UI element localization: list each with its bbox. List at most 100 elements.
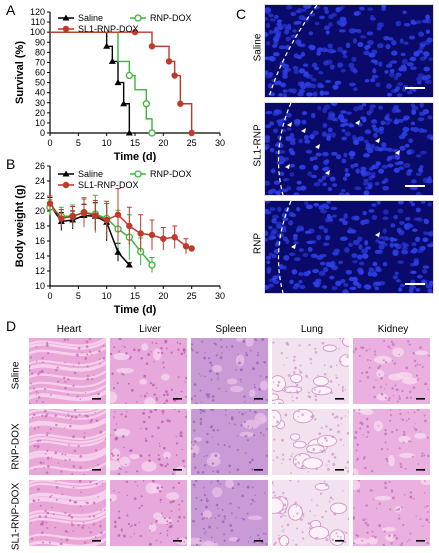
nucleus — [305, 82, 313, 89]
cell-nucleus — [251, 486, 254, 489]
alveolus — [306, 444, 325, 454]
cell-nucleus — [67, 412, 69, 415]
nucleus — [381, 180, 386, 184]
tissue-col-lung: Lung — [300, 324, 324, 335]
nucleus — [273, 109, 280, 114]
y-tick-label: 60 — [35, 68, 45, 78]
nucleus — [319, 90, 325, 96]
cell-nucleus — [216, 527, 219, 529]
tissue-fiber — [29, 480, 103, 486]
nucleus — [310, 253, 318, 258]
cell-nucleus — [341, 389, 344, 392]
cell-nucleus — [42, 461, 45, 464]
cell-nucleus — [30, 537, 34, 540]
nucleus — [385, 44, 391, 50]
cell-nucleus — [236, 409, 238, 410]
cell-nucleus — [210, 517, 212, 519]
nucleus — [272, 52, 280, 57]
nucleus — [338, 29, 346, 33]
cell-nucleus — [413, 359, 417, 363]
cell-nucleus — [336, 535, 339, 538]
tissue-fiber — [29, 378, 106, 388]
nucleus — [420, 43, 426, 48]
cell-nucleus — [231, 486, 235, 490]
nucleus — [317, 84, 325, 89]
cell-nucleus — [77, 524, 80, 527]
cell-nucleus — [73, 371, 77, 375]
cell-nucleus — [324, 451, 326, 453]
x-tick-label: 20 — [158, 291, 168, 301]
nucleus — [289, 150, 295, 156]
nucleus — [265, 17, 269, 21]
nucleus — [415, 154, 422, 158]
tissue-space — [110, 460, 121, 471]
cell-nucleus — [194, 487, 196, 489]
nucleus — [326, 135, 331, 142]
tissue-col-liver: Liver — [139, 324, 161, 335]
cell-nucleus — [426, 436, 429, 439]
cell-nucleus — [290, 455, 293, 458]
nucleus — [297, 81, 303, 87]
nucleus — [267, 83, 273, 89]
cell-nucleus — [69, 418, 72, 420]
cell-nucleus — [285, 542, 288, 545]
survival-point — [125, 129, 133, 136]
cell-nucleus — [185, 536, 187, 540]
cell-nucleus — [421, 452, 424, 455]
cell-nucleus — [295, 396, 299, 400]
scale-bar — [405, 185, 425, 187]
cell-nucleus — [251, 498, 254, 502]
legend-label: Saline — [78, 169, 103, 179]
cell-nucleus — [315, 467, 318, 471]
nucleus — [278, 160, 285, 165]
cell-nucleus — [72, 486, 75, 489]
tissue-space — [376, 369, 385, 378]
nucleus — [357, 42, 364, 48]
nucleus — [285, 112, 292, 118]
cell-nucleus — [60, 470, 63, 473]
alveolus — [311, 385, 333, 396]
cell-nucleus — [69, 424, 72, 428]
nucleus — [278, 92, 283, 97]
cell-nucleus — [309, 527, 312, 530]
nucleus — [302, 252, 309, 258]
cell-nucleus — [199, 389, 202, 392]
cell-nucleus — [178, 503, 181, 506]
nucleus — [428, 280, 433, 286]
cell-nucleus — [296, 389, 298, 391]
cell-nucleus — [159, 445, 161, 447]
cell-nucleus — [211, 436, 214, 438]
tissue-space — [401, 377, 418, 385]
nucleus — [400, 52, 406, 57]
nucleus — [386, 92, 393, 97]
cell-nucleus — [399, 465, 403, 469]
nucleus — [391, 40, 397, 46]
tissue-space — [116, 367, 134, 374]
cell-nucleus — [191, 441, 193, 444]
nucleus — [328, 22, 333, 28]
tissue-space — [388, 373, 403, 381]
nucleus — [362, 210, 367, 216]
cell-nucleus — [195, 543, 199, 546]
cell-nucleus — [244, 435, 247, 438]
nucleus — [282, 217, 289, 222]
cell-nucleus — [213, 342, 216, 345]
nucleus — [332, 251, 339, 256]
cell-nucleus — [358, 355, 361, 357]
nucleus — [351, 216, 356, 221]
cell-nucleus — [208, 525, 212, 529]
cell-nucleus — [265, 454, 268, 457]
micro-row-label-saline: Saline — [252, 33, 264, 62]
cell-nucleus — [126, 494, 128, 497]
nucleus — [344, 247, 350, 253]
cell-nucleus — [194, 466, 197, 469]
cell-nucleus — [411, 455, 414, 458]
arrowhead-marker — [375, 232, 380, 237]
cell-nucleus — [32, 387, 36, 390]
cell-nucleus — [392, 394, 395, 397]
nucleus — [282, 177, 290, 182]
cell-nucleus — [116, 454, 120, 457]
nucleus — [344, 167, 349, 173]
nucleus — [322, 242, 330, 246]
cell-nucleus — [413, 427, 416, 430]
